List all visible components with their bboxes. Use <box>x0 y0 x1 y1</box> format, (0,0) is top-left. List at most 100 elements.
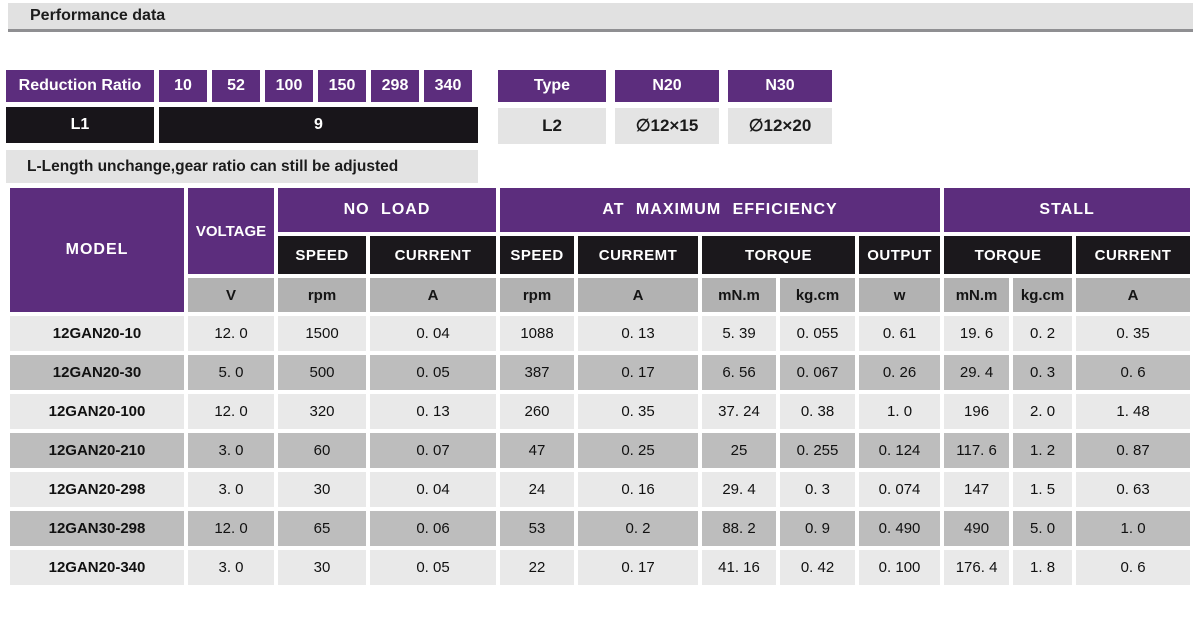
perf-cell: 30 <box>278 472 366 507</box>
model-cell: 12GAN20-30 <box>10 355 184 390</box>
col-header-voltage: VOLTAGE <box>188 188 274 274</box>
perf-cell: 387 <box>500 355 574 390</box>
perf-cell: 0. 6 <box>1076 355 1191 390</box>
perf-cell: 12. 0 <box>188 511 274 546</box>
col-header-stall-torque: TORQUE <box>944 236 1073 274</box>
perf-cell: 0. 17 <box>578 550 698 585</box>
l2-row: L2 ∅12×15 ∅12×20 <box>498 108 832 144</box>
col-header-maxeff-speed: SPEED <box>500 236 574 274</box>
perf-cell: 0. 2 <box>1013 316 1073 351</box>
perf-cell: 1500 <box>278 316 366 351</box>
unit-maxeff-speed: rpm <box>500 278 574 312</box>
perf-cell: 12. 0 <box>188 394 274 429</box>
perf-cell: 0. 35 <box>578 394 698 429</box>
perf-cell: 0. 255 <box>780 433 855 468</box>
ratio-value: 10 <box>159 70 207 102</box>
type-table: Type N20 N30 L2 ∅12×15 ∅12×20 <box>498 70 832 144</box>
perf-cell: 500 <box>278 355 366 390</box>
group-header-stall: STALL <box>944 188 1191 232</box>
perf-cell: 1. 0 <box>1076 511 1191 546</box>
perf-cell: 1. 0 <box>859 394 941 429</box>
unit-maxeff-current: A <box>578 278 698 312</box>
perf-cell: 6. 56 <box>702 355 776 390</box>
perf-cell: 0. 63 <box>1076 472 1191 507</box>
model-cell: 12GAN20-210 <box>10 433 184 468</box>
perf-cell: 490 <box>944 511 1010 546</box>
col-header-model: MODEL <box>10 188 184 312</box>
ratio-value: 298 <box>371 70 419 102</box>
col-header-noload-speed: SPEED <box>278 236 366 274</box>
ratio-value: 100 <box>265 70 313 102</box>
table-row: 12GAN20-298 3. 0 30 0. 04 24 0. 16 29. 4… <box>10 472 1191 507</box>
perf-cell: 2. 0 <box>1013 394 1073 429</box>
perf-cell: 0. 13 <box>578 316 698 351</box>
perf-cell: 0. 6 <box>1076 550 1191 585</box>
model-cell: 12GAN20-298 <box>10 472 184 507</box>
perf-cell: 0. 06 <box>370 511 496 546</box>
col-header-stall-current: CURRENT <box>1076 236 1191 274</box>
model-cell: 12GAN20-100 <box>10 394 184 429</box>
perf-cell: 5. 0 <box>188 355 274 390</box>
l2-label: L2 <box>498 108 606 144</box>
perf-cell: 0. 04 <box>370 316 496 351</box>
perf-cell: 29. 4 <box>944 355 1010 390</box>
l2-n30-value: ∅12×20 <box>728 108 832 144</box>
col-header-maxeff-current: CURREMT <box>578 236 698 274</box>
perf-cell: 25 <box>702 433 776 468</box>
table-row: 12GAN20-100 12. 0 320 0. 13 260 0. 35 37… <box>10 394 1191 429</box>
group-header-max-efficiency: AT MAXIMUM EFFICIENCY <box>500 188 941 232</box>
perf-cell: 37. 24 <box>702 394 776 429</box>
sub-header-row: SPEED CURRENT SPEED CURREMT TORQUE OUTPU… <box>10 236 1191 274</box>
perf-cell: 147 <box>944 472 1010 507</box>
perf-cell: 0. 61 <box>859 316 941 351</box>
group-header-no-load: NO LOAD <box>278 188 496 232</box>
perf-cell: 260 <box>500 394 574 429</box>
unit-noload-current: A <box>370 278 496 312</box>
perf-cell: 0. 074 <box>859 472 941 507</box>
reduction-ratio-table: Reduction Ratio 10 52 100 150 298 340 L1… <box>6 70 478 143</box>
group-header-row: MODEL VOLTAGE NO LOAD AT MAXIMUM EFFICIE… <box>10 188 1191 312</box>
perf-cell: 0. 9 <box>780 511 855 546</box>
type-label: Type <box>498 70 606 102</box>
table-row: 12GAN20-10 12. 0 1500 0. 04 1088 0. 13 5… <box>10 316 1191 351</box>
table-row: 12GAN30-298 12. 0 65 0. 06 53 0. 2 88. 2… <box>10 511 1191 546</box>
perf-cell: 53 <box>500 511 574 546</box>
table-row: 12GAN20-30 5. 0 500 0. 05 387 0. 17 6. 5… <box>10 355 1191 390</box>
unit-maxeff-torque-mnm: mN.m <box>702 278 776 312</box>
unit-stall-current: A <box>1076 278 1191 312</box>
l1-value: 9 <box>159 107 478 143</box>
perf-cell: 0. 124 <box>859 433 941 468</box>
perf-cell: 0. 100 <box>859 550 941 585</box>
unit-voltage: V <box>188 278 274 312</box>
units-row: V rpm A rpm A mN.m kg.cm w mN.m kg.cm A <box>10 278 1191 312</box>
perf-cell: 0. 067 <box>780 355 855 390</box>
perf-cell: 0. 05 <box>370 355 496 390</box>
unit-noload-speed: rpm <box>278 278 366 312</box>
l2-n20-value: ∅12×15 <box>615 108 719 144</box>
perf-cell: 29. 4 <box>702 472 776 507</box>
table-row: 12GAN20-210 3. 0 60 0. 07 47 0. 25 25 0.… <box>10 433 1191 468</box>
performance-table: MODEL VOLTAGE NO LOAD AT MAXIMUM EFFICIE… <box>6 184 1194 589</box>
perf-cell: 0. 38 <box>780 394 855 429</box>
perf-cell: 0. 055 <box>780 316 855 351</box>
ratio-value: 340 <box>424 70 472 102</box>
reduction-ratio-header-row: Reduction Ratio 10 52 100 150 298 340 <box>6 70 478 102</box>
perf-cell: 320 <box>278 394 366 429</box>
perf-cell: 0. 3 <box>780 472 855 507</box>
perf-cell: 0. 16 <box>578 472 698 507</box>
perf-cell: 65 <box>278 511 366 546</box>
l1-row: L1 9 <box>6 107 478 143</box>
note-text: L-Length unchange,gear ratio can still b… <box>27 157 399 175</box>
ratio-value: 52 <box>212 70 260 102</box>
perf-cell: 30 <box>278 550 366 585</box>
perf-cell: 19. 6 <box>944 316 1010 351</box>
perf-cell: 41. 16 <box>702 550 776 585</box>
perf-cell: 176. 4 <box>944 550 1010 585</box>
perf-cell: 1. 5 <box>1013 472 1073 507</box>
perf-cell: 47 <box>500 433 574 468</box>
perf-cell: 22 <box>500 550 574 585</box>
perf-cell: 0. 17 <box>578 355 698 390</box>
perf-cell: 0. 87 <box>1076 433 1191 468</box>
page-title-bar: Performance data <box>8 3 1193 32</box>
model-cell: 12GAN20-340 <box>10 550 184 585</box>
